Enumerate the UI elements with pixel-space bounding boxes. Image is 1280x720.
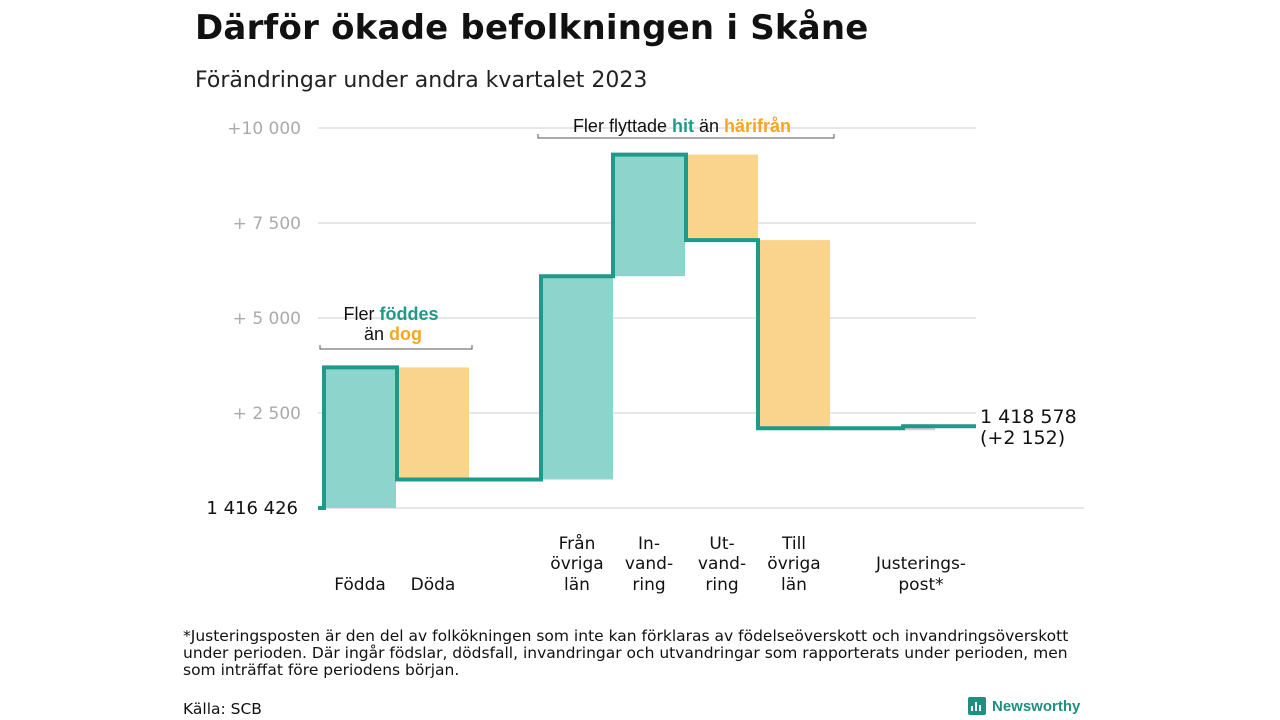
category-label: ring (705, 575, 738, 595)
category-label: Ut- (709, 534, 734, 554)
annotation-part: dog (389, 324, 422, 344)
category-label: Döda (411, 575, 456, 595)
logo-text: Newsworthy (992, 697, 1081, 715)
annotation-part: hit (672, 116, 694, 136)
bar-increase (324, 367, 396, 508)
category-label: vand- (698, 554, 746, 574)
y-tick-label: + 7 500 (233, 214, 301, 234)
annotation-part: föddes (379, 304, 438, 324)
annotation-part: Fler (343, 304, 379, 324)
annotation-text: än dog (364, 324, 422, 344)
category-label: län (781, 575, 807, 595)
end-change-label: (+2 152) (980, 427, 1065, 449)
annotation-part: härifrån (724, 116, 791, 136)
bar-decrease (686, 154, 758, 241)
annotation-text: Fler föddes (343, 304, 438, 324)
y-tick-label: + 5 000 (233, 309, 301, 329)
y-tick-label: + 2 500 (233, 404, 301, 424)
bar-increase (541, 276, 613, 480)
y-tick-label: +10 000 (227, 119, 301, 139)
end-value-labels: 1 418 578(+2 152) (980, 406, 1077, 449)
newsworthy-logo: Newsworthy (968, 697, 1080, 715)
cumulative-step-line (318, 152, 976, 510)
chart-title: Därför ökade befolkningen i Skåne (195, 8, 869, 48)
bars (324, 154, 935, 508)
annotation-bracket (319, 345, 473, 350)
y-axis-ticks: + 2 500 + 5 000 + 7 500 +10 000 1 416 426 (206, 119, 301, 519)
end-value-label: 1 418 578 (980, 406, 1077, 428)
annotation-part: Fler flyttade (573, 116, 672, 136)
bar-decrease (758, 240, 830, 429)
annotation-part: än (694, 116, 724, 136)
annotation-bracket (537, 134, 835, 139)
category-label: Från (559, 533, 596, 554)
category-label: övriga (550, 554, 603, 574)
category-label: Till (781, 534, 806, 554)
category-labels: Födda DödaFrånövrigalänIn-vand-ringUt-van… (334, 533, 966, 595)
category-label: In- (638, 534, 660, 554)
category-label: län (564, 575, 590, 595)
category-label: Födda (334, 575, 386, 595)
category-label: Justerings- (875, 554, 966, 574)
chart-subtitle: Förändringar under andra kvartalet 2023 (195, 68, 648, 93)
annotation-part: än (364, 324, 389, 344)
start-value-label: 1 416 426 (206, 498, 298, 519)
annotation-text: Fler flyttade hit än härifrån (573, 116, 791, 136)
bar-chart-icon (968, 697, 986, 715)
bar-increase (613, 154, 685, 277)
bar-decrease (397, 367, 469, 480)
category-label: post* (898, 575, 943, 595)
category-label: övriga (767, 554, 820, 574)
category-label: ring (632, 575, 665, 595)
source-label: Källa: SCB (183, 700, 262, 718)
category-label: vand- (625, 554, 673, 574)
footnote: *Justeringsposten är den del av folkökni… (183, 627, 1069, 679)
